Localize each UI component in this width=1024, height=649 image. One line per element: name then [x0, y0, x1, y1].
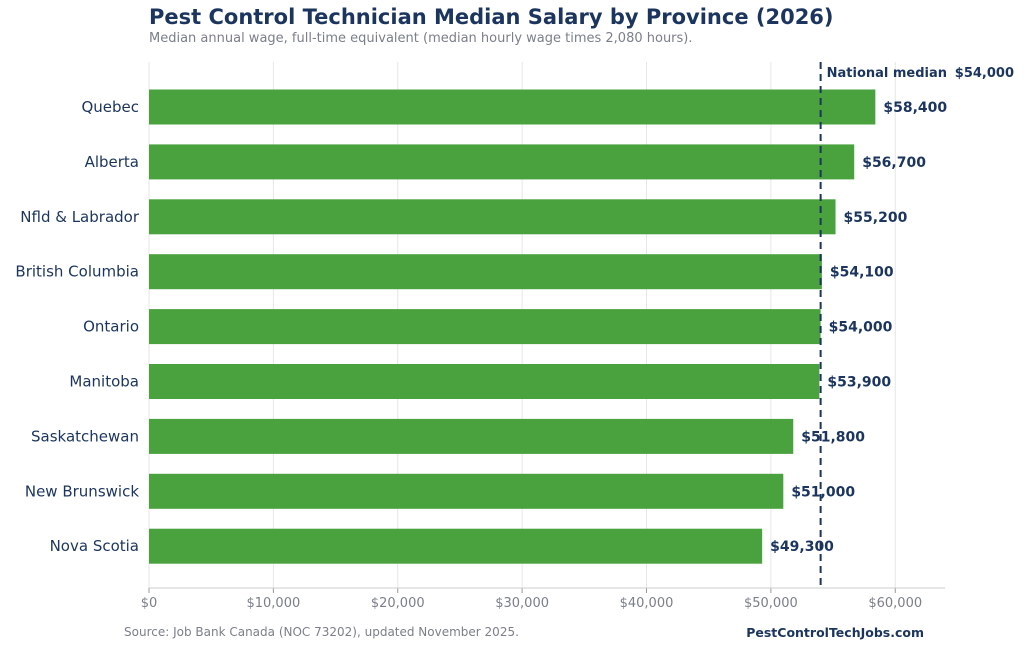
category-label: New Brunswick	[25, 482, 139, 500]
category-label: Quebec	[81, 98, 139, 116]
category-label: British Columbia	[15, 263, 139, 281]
bar	[149, 199, 836, 235]
data-label: $56,700	[862, 155, 926, 171]
bar	[149, 144, 855, 180]
data-label: $55,200	[844, 210, 908, 226]
category-label: Nova Scotia	[50, 537, 139, 555]
category-label: Nfld & Labrador	[20, 208, 140, 226]
bars	[149, 89, 876, 564]
data-label: $53,900	[827, 375, 891, 391]
data-label: $54,000	[829, 320, 893, 336]
data-label: $51,800	[801, 429, 865, 445]
data-label: $54,100	[830, 265, 894, 281]
median-value-label: $54,000	[955, 66, 1014, 81]
category-label: Alberta	[85, 153, 139, 171]
bar	[149, 309, 821, 345]
bar	[149, 89, 876, 125]
bar	[149, 473, 784, 509]
x-tick-label: $0	[141, 596, 158, 611]
chart-subtitle: Median annual wage, full-time equivalent…	[149, 31, 693, 46]
bar	[149, 528, 763, 564]
bar	[149, 254, 822, 290]
x-tick-label: $60,000	[868, 596, 922, 611]
median-label: National median	[827, 66, 947, 81]
x-tick-label: $30,000	[495, 596, 549, 611]
x-tick-label: $50,000	[744, 596, 798, 611]
category-label: Saskatchewan	[31, 427, 139, 445]
bar	[149, 364, 820, 399]
chart-title: Pest Control Technician Median Salary by…	[149, 5, 834, 29]
national-median-line: National median $54,000	[819, 62, 1014, 588]
data-label: $49,300	[770, 539, 834, 555]
data-label: $51,000	[791, 484, 855, 500]
x-tick-label: $40,000	[620, 596, 674, 611]
bar	[149, 418, 794, 454]
category-label: Manitoba	[69, 373, 139, 391]
category-labels: Quebec Alberta Nfld & Labrador British Colu…	[15, 98, 139, 555]
category-label: Ontario	[83, 318, 139, 336]
x-axis: $0 $10,000 $20,000 $30,000 $40,000 $50,000 $60…	[141, 587, 945, 611]
brand-link[interactable]: PestControlTechJobs.com	[746, 625, 924, 640]
x-tick-label: $10,000	[246, 596, 300, 611]
x-tick-label: $20,000	[371, 596, 425, 611]
source-note: Source: Job Bank Canada (NOC 73202), upd…	[124, 625, 519, 639]
data-label: $58,400	[883, 100, 947, 116]
value-labels: $58,400 $56,700 $55,200 $54,100 $54,000 $53,9…	[770, 100, 947, 555]
